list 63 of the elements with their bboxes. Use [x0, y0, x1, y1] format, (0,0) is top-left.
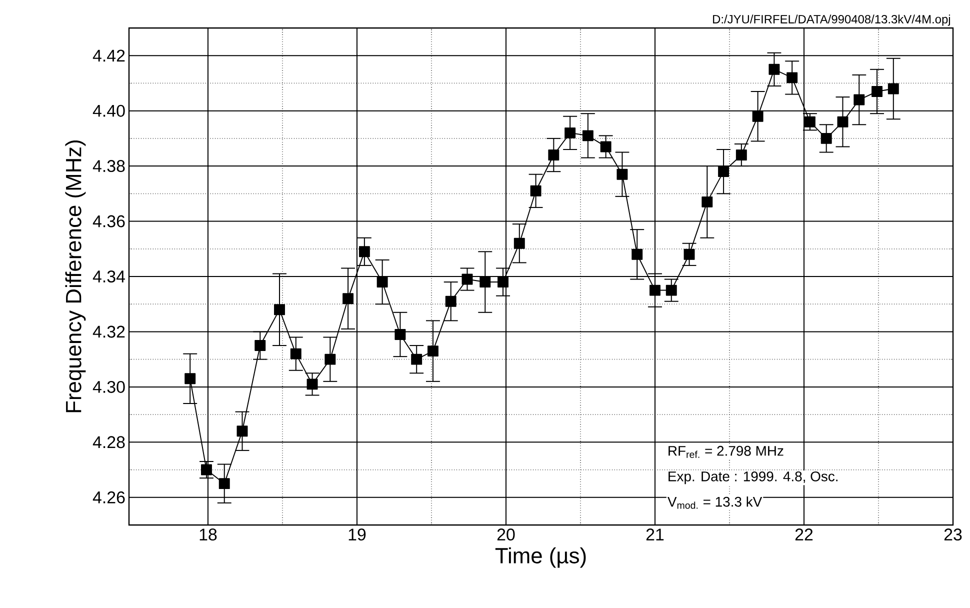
point — [616, 168, 628, 180]
point — [342, 293, 354, 304]
point — [666, 284, 677, 296]
point — [236, 426, 248, 437]
point — [274, 304, 285, 316]
y-tick-label: 4.32 — [92, 326, 125, 338]
point — [786, 72, 798, 84]
point — [564, 127, 576, 138]
point — [888, 83, 899, 94]
y-tick-label: 4.42 — [92, 50, 125, 62]
point — [768, 64, 780, 75]
point — [837, 116, 848, 128]
y-tick-label: 4.26 — [92, 491, 125, 504]
y-tick-label: 4.40 — [92, 104, 125, 117]
y-tick-label: 4.34 — [92, 270, 125, 282]
point — [600, 141, 612, 152]
point — [324, 354, 336, 365]
point — [872, 86, 882, 97]
point — [376, 276, 388, 288]
y-tick-label: 4.28 — [92, 436, 125, 448]
point — [702, 196, 713, 208]
y-axis-title: Frequency Difference (MHz) — [65, 140, 86, 412]
point — [218, 478, 230, 490]
point — [530, 185, 542, 196]
y-tick-label: 4.36 — [92, 215, 125, 228]
text: D:/JYU/FIRFEL/DATA/990408/13.3kV/4M.opj — [713, 14, 950, 26]
x-tick-label: 23 — [944, 528, 962, 541]
point — [582, 130, 594, 142]
x-tick-label: 21 — [646, 528, 664, 540]
annotation: V$_{mod.}$ = 13.3 kV — [668, 496, 762, 509]
point — [427, 346, 438, 357]
point — [718, 166, 730, 178]
point — [684, 248, 695, 260]
point — [358, 246, 370, 258]
point — [804, 116, 816, 128]
point — [480, 276, 491, 288]
point — [632, 248, 643, 260]
point — [736, 150, 747, 160]
point — [854, 94, 865, 106]
y-tick-label: 4.30 — [92, 380, 125, 393]
annotation: RF$_{ref.}$ = 2.798 MHz — [668, 446, 784, 458]
point — [752, 110, 764, 122]
x-tick-label: 18 — [200, 528, 217, 541]
point — [184, 373, 196, 384]
annotation: Exp. Date : 1999. 4.8, Osc. — [668, 471, 838, 484]
point — [306, 378, 318, 390]
point — [201, 464, 212, 476]
point — [411, 354, 422, 365]
point — [290, 348, 302, 360]
y-tick-label: 4.38 — [92, 160, 125, 172]
x-axis-title: Time (µs) — [495, 547, 586, 568]
point — [462, 274, 473, 285]
point — [445, 296, 456, 307]
point — [514, 238, 525, 249]
point — [820, 132, 832, 144]
point — [394, 329, 406, 340]
point — [254, 340, 266, 352]
point — [650, 284, 660, 296]
x-tick-label: 20 — [497, 528, 515, 541]
point — [548, 150, 560, 160]
x-tick-label: 22 — [795, 528, 813, 540]
x-tick-label: 19 — [348, 528, 366, 541]
point — [498, 276, 508, 288]
